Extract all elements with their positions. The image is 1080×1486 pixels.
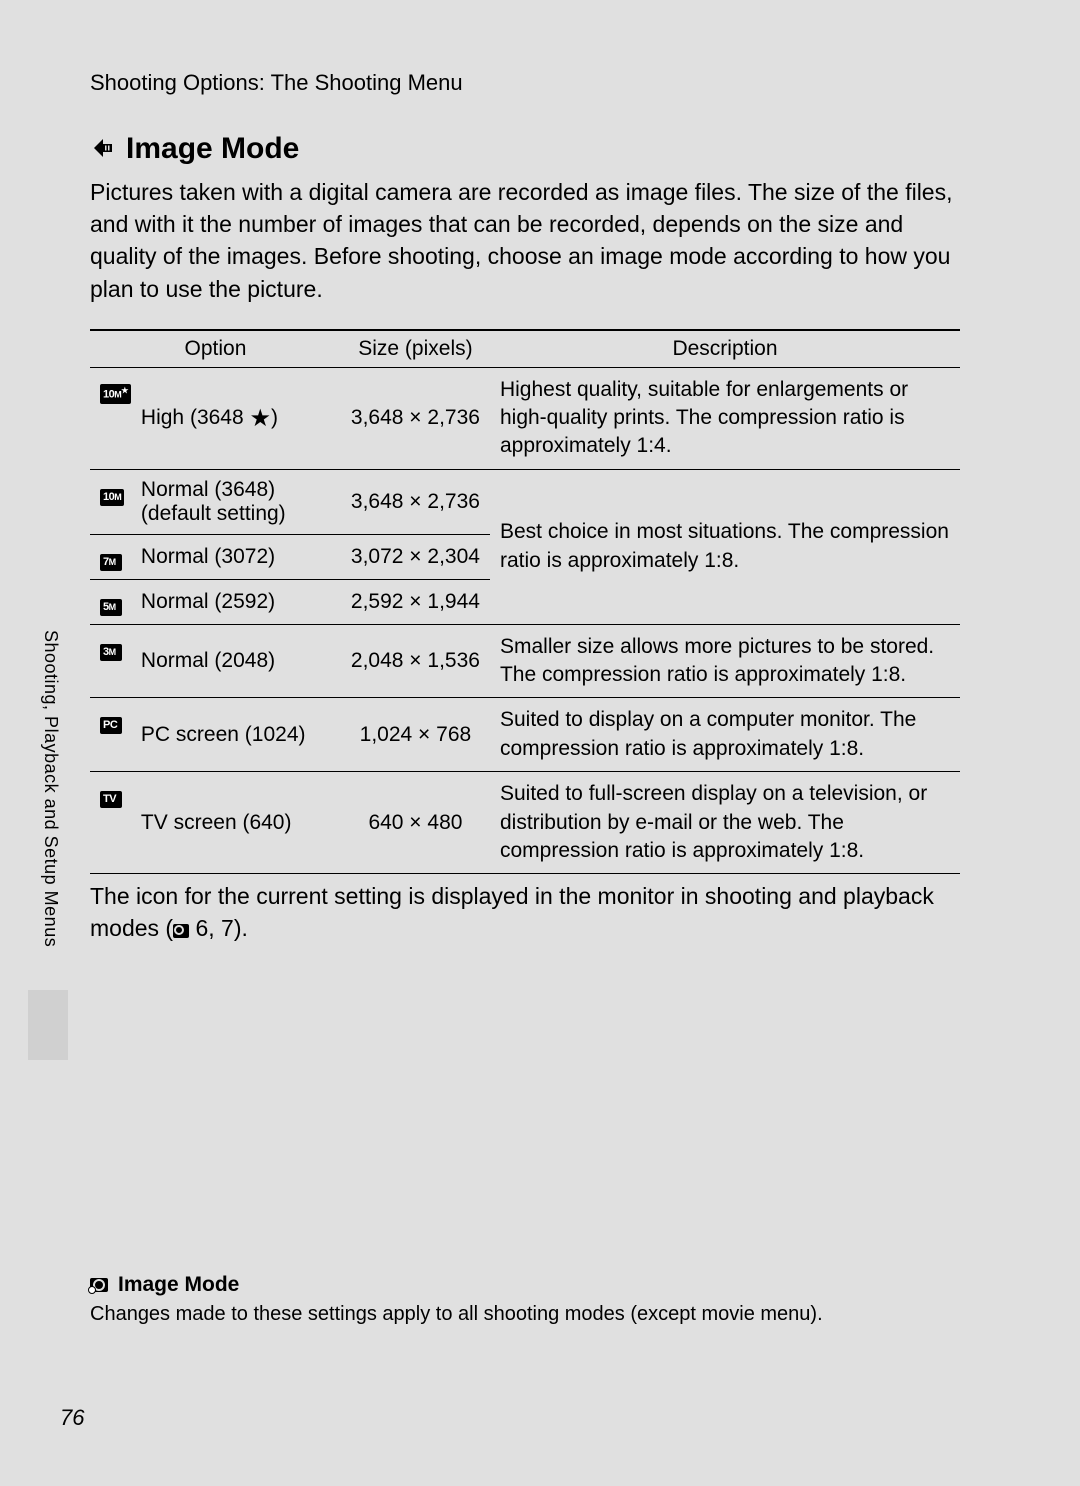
option-icon-cell: 7M: [90, 534, 141, 579]
mode-badge-icon: 10M★: [100, 384, 131, 404]
footer-title-row: Image Mode: [90, 1273, 960, 1297]
footer-title: Image Mode: [118, 1273, 239, 1297]
mode-badge-icon: 3M: [100, 644, 122, 661]
mode-badge-icon: 10M: [100, 489, 124, 506]
option-icon-cell: 10M: [90, 469, 141, 534]
table-row: TV TV screen (640) 640 × 480 Suited to f…: [90, 772, 960, 874]
description-text: Highest quality, suitable for enlargemen…: [490, 367, 960, 469]
size-value: 1,024 × 768: [341, 698, 490, 772]
size-value: 3,648 × 2,736: [341, 469, 490, 534]
size-value: 2,592 × 1,944: [341, 579, 490, 624]
option-label: PC screen (1024): [141, 698, 341, 772]
size-value: 640 × 480: [341, 772, 490, 874]
note-post: 6, 7).: [189, 915, 248, 941]
page: Shooting Options: The Shooting Menu Imag…: [0, 0, 1080, 1486]
image-mode-table: Option Size (pixels) Description 10M★ Hi…: [90, 329, 960, 874]
section-title: Image Mode: [126, 132, 299, 166]
section-title-row: Image Mode: [90, 132, 1010, 166]
table-row: 10M★ High (3648 ★) 3,648 × 2,736 Highest…: [90, 367, 960, 469]
description-text: Smaller size allows more pictures to be …: [490, 624, 960, 698]
table-row: 3M Normal (2048) 2,048 × 1,536 Smaller s…: [90, 624, 960, 698]
note-text: The icon for the current setting is disp…: [90, 880, 960, 944]
mode-badge-icon: TV: [100, 791, 122, 808]
option-icon-cell: 10M★: [90, 367, 141, 469]
table-row: 10M Normal (3648) (default setting) 3,64…: [90, 469, 960, 534]
page-number: 76: [60, 1405, 84, 1431]
option-label: High (3648 ★): [141, 367, 341, 469]
mode-badge-icon: PC: [100, 717, 122, 734]
mode-badge-icon: 7M: [100, 554, 122, 571]
side-tab: [28, 990, 68, 1060]
option-icon-cell: PC: [90, 698, 141, 772]
option-text-pre: High (3648: [141, 406, 250, 429]
breadcrumb: Shooting Options: The Shooting Menu: [90, 70, 1010, 96]
option-icon-cell: 5M: [90, 579, 141, 624]
option-label: TV screen (640): [141, 772, 341, 874]
description-text: Suited to display on a computer monitor.…: [490, 698, 960, 772]
size-value: 3,072 × 2,304: [341, 534, 490, 579]
option-label: Normal (3648) (default setting): [141, 469, 341, 534]
col-option: Option: [90, 330, 341, 368]
col-size: Size (pixels): [341, 330, 490, 368]
image-mode-icon: [90, 132, 116, 166]
camera-note-icon: [90, 1278, 108, 1292]
section-side-label: Shooting, Playback and Setup Menus: [40, 630, 61, 947]
description-text: Suited to full-screen display on a telev…: [490, 772, 960, 874]
option-icon-cell: TV: [90, 772, 141, 874]
footer-section: Image Mode Changes made to these setting…: [90, 1273, 960, 1326]
mode-badge-icon: 5M: [100, 599, 122, 616]
table-row: PC PC screen (1024) 1,024 × 768 Suited t…: [90, 698, 960, 772]
option-text-line2: (default setting): [141, 502, 331, 526]
size-value: 2,048 × 1,536: [341, 624, 490, 698]
table-header-row: Option Size (pixels) Description: [90, 330, 960, 368]
col-description: Description: [490, 330, 960, 368]
size-value: 3,648 × 2,736: [341, 367, 490, 469]
option-icon-cell: 3M: [90, 624, 141, 698]
option-label: Normal (2048): [141, 624, 341, 698]
reference-icon: [173, 924, 189, 938]
option-text-post: ): [271, 406, 278, 429]
option-label: Normal (2592): [141, 579, 341, 624]
star-icon: ★: [250, 405, 272, 432]
option-label: Normal (3072): [141, 534, 341, 579]
option-text-line1: Normal (3648): [141, 478, 331, 502]
footer-text: Changes made to these settings apply to …: [90, 1303, 960, 1326]
intro-text: Pictures taken with a digital camera are…: [90, 176, 960, 305]
description-text: Best choice in most situations. The comp…: [490, 469, 960, 624]
